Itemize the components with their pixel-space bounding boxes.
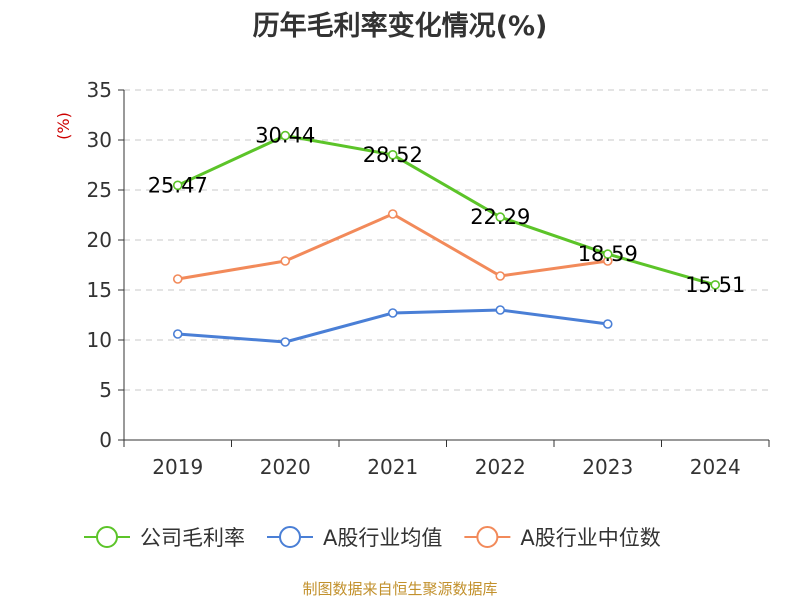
legend-label-2: A股行业均值 <box>323 526 442 550</box>
legend-item-1[interactable]: 公司毛利率 <box>84 526 245 550</box>
series <box>172 130 721 347</box>
data-point-2-2022 <box>495 305 506 315</box>
series-line-3 <box>177 212 608 281</box>
axes: 0 5 10 15 20 25 30 35 2019 2020 2021 2022 2023 2024 <box>87 78 770 479</box>
data-point-1-2024 <box>710 280 721 290</box>
y-axis-unit-label: (%) <box>54 112 73 140</box>
series-2 <box>172 305 613 347</box>
data-label-2019: 25.47 <box>148 173 208 197</box>
x-tick-label-2022: 2022 <box>475 455 526 479</box>
x-tick-label-2021: 2021 <box>367 455 418 479</box>
y-tick-label-5: 5 <box>99 378 112 402</box>
data-point-3-2022 <box>495 271 506 281</box>
legend-marker-1 <box>96 526 118 548</box>
data-point-1-2019 <box>172 180 183 191</box>
data-point-2-2019 <box>172 329 183 339</box>
x-tick-label-2024: 2024 <box>690 455 741 479</box>
legend-label-3: A股行业中位数 <box>520 526 660 550</box>
x-tick-label-2023: 2023 <box>582 455 633 479</box>
legend[interactable]: 公司毛利率 A股行业均值 A股行业中位数 <box>84 526 661 550</box>
y-tick-label-20: 20 <box>87 228 112 252</box>
series-1 <box>172 130 721 290</box>
data-point-1-2021 <box>387 150 398 160</box>
series-3 <box>172 209 613 284</box>
data-labels: 25.47 30.44 28.52 22.29 18.59 15.51 <box>148 124 746 297</box>
series-line-1 <box>177 134 716 287</box>
data-label-2023: 18.59 <box>578 242 638 266</box>
data-point-3-2020 <box>280 256 291 266</box>
data-point-1-2020 <box>280 130 291 141</box>
data-point-2-2023 <box>602 319 613 329</box>
data-point-2-2021 <box>387 308 398 318</box>
data-label-2022: 22.29 <box>470 205 530 229</box>
chart-title: 历年毛利率变化情况(%) <box>252 11 548 42</box>
data-point-2-2020 <box>280 337 291 347</box>
legend-item-3[interactable]: A股行业中位数 <box>464 526 661 550</box>
source-note: 制图数据来自恒生聚源数据库 <box>302 580 498 598</box>
x-tick-label-2020: 2020 <box>260 455 311 479</box>
y-tick-label-15: 15 <box>87 278 112 302</box>
y-tick-label-30: 30 <box>87 128 112 152</box>
legend-item-2[interactable]: A股行业均值 <box>267 526 442 550</box>
data-point-1-2022 <box>495 212 506 222</box>
data-label-2024: 15.51 <box>685 273 745 297</box>
legend-marker-2 <box>279 526 301 548</box>
x-tick-label-2019: 2019 <box>152 455 203 479</box>
legend-label-1: 公司毛利率 <box>140 526 245 550</box>
data-point-3-2019 <box>172 274 183 284</box>
data-point-1-2023 <box>602 249 613 259</box>
y-tick-label-10: 10 <box>87 328 112 352</box>
y-tick-label-25: 25 <box>87 178 112 202</box>
grid-lines <box>124 89 769 391</box>
data-point-3-2021 <box>387 209 398 219</box>
y-tick-label-0: 0 <box>99 428 112 452</box>
y-tick-label-35: 35 <box>87 78 112 102</box>
data-label-2021: 28.52 <box>363 143 423 167</box>
legend-marker-3 <box>476 526 499 548</box>
data-label-2020: 30.44 <box>255 124 315 148</box>
